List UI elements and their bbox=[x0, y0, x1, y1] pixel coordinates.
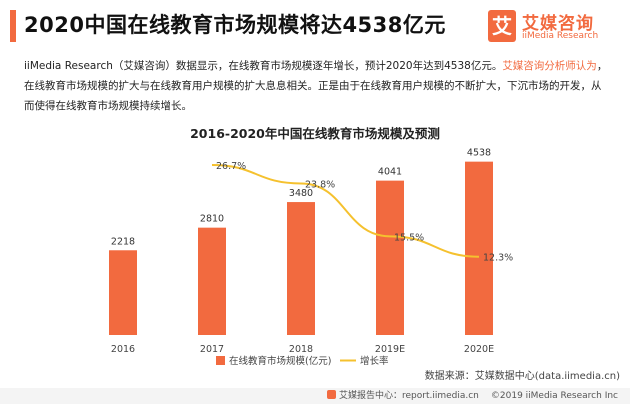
x-tick-label: 2018 bbox=[289, 344, 313, 355]
growth-rate-line bbox=[211, 164, 480, 258]
x-tick-label: 2020E bbox=[464, 344, 494, 355]
bar-2019E bbox=[376, 180, 404, 335]
bar-2017 bbox=[198, 227, 226, 335]
chart-source: 数据来源：艾媒数据中心(data.iimedia.cn) bbox=[425, 369, 620, 382]
x-tick-label: 2016 bbox=[111, 344, 135, 355]
bar-value-label: 4041 bbox=[378, 167, 402, 178]
intro-paragraph: iiMedia Research（艾媒咨询）数据显示，在线教育市场规模逐年增长，… bbox=[24, 56, 610, 116]
market-size-chart: 2016-2020年中国在线教育市场规模及预测 2218 2016 2810 2017… bbox=[109, 126, 620, 382]
chart-title: 2016-2020年中国在线教育市场规模及预测 bbox=[190, 126, 440, 141]
footer-report-link[interactable]: 艾媒报告中心：report.iimedia.cn bbox=[338, 391, 479, 401]
intro-text-part1: iiMedia Research（艾媒咨询）数据显示，在线教育市场规模逐年增长，… bbox=[24, 60, 503, 72]
growth-rate-label: 15.5% bbox=[394, 232, 424, 243]
report-center-icon bbox=[326, 390, 336, 399]
legend-line-label: 增长率 bbox=[360, 355, 389, 367]
growth-rate-label: 12.3% bbox=[483, 253, 513, 264]
intro-highlight: 艾媒咨询分析师认为 bbox=[502, 60, 597, 72]
bar-2018 bbox=[287, 202, 315, 335]
intro-text-part2: ，在线教育市场规模的扩大与在线教育用户规模的扩大息息相关。正是由于在线教育用户规… bbox=[24, 60, 608, 112]
legend-bar-label: 在线教育市场规模(亿元) bbox=[229, 355, 331, 367]
x-tick-label: 2019E bbox=[375, 344, 405, 355]
logo-name-en: iiMedia Research bbox=[522, 31, 599, 41]
page-footer: 艾媒报告中心：report.iimedia.cn ©2019 iiMedia Re… bbox=[0, 388, 630, 404]
growth-rate-label: 26.7% bbox=[216, 161, 246, 172]
bar-2020E bbox=[465, 161, 493, 335]
bar-value-label: 3480 bbox=[289, 188, 313, 199]
bar-value-label: 4538 bbox=[467, 148, 491, 159]
growth-rate-label: 23.8% bbox=[305, 179, 335, 190]
x-tick-label: 2017 bbox=[200, 344, 224, 355]
bar-value-label: 2218 bbox=[111, 236, 135, 247]
logo-name-cn: 艾媒咨询 bbox=[522, 14, 594, 34]
bar-2016 bbox=[109, 250, 137, 335]
legend-bar-swatch bbox=[216, 356, 225, 365]
brand-logo: 艾 艾媒咨询 iiMedia Research bbox=[488, 8, 620, 48]
page-title: 2020中国在线教育市场规模将达4538亿元 bbox=[24, 13, 446, 37]
logo-mark-icon: 艾 bbox=[488, 10, 516, 42]
title-accent-bar bbox=[10, 10, 16, 42]
footer-copyright: ©2019 iiMedia Research Inc bbox=[490, 391, 618, 401]
bar-value-label: 2810 bbox=[200, 214, 224, 225]
